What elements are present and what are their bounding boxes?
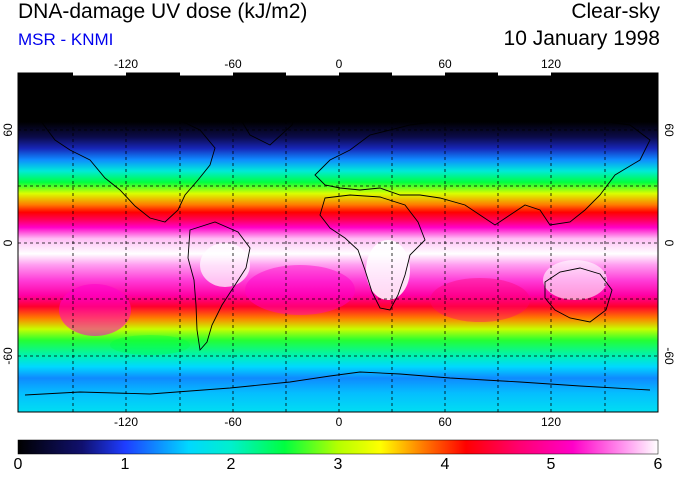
lon-label-top-minus120: -120 [114,57,138,71]
white-patch-australia [543,260,607,300]
colorbar-tick-4: 4 [440,456,450,473]
colorbar-tick-5: 5 [546,456,556,473]
colorbar-tick-0: 0 [13,456,23,473]
coast-greenland [234,91,301,146]
high-dose-patch-pacific [59,284,131,336]
colorbar-tick-3: 3 [333,456,343,473]
graticule [18,73,658,412]
coast-south-america [187,221,251,352]
date-label: 10 January 1998 [503,27,660,50]
coast-australia [544,267,613,323]
coastlines [24,91,651,396]
white-patch-south-america [200,243,250,287]
colorbar-tick-6: 6 [653,456,663,473]
white-patch-africa [366,240,410,300]
lat-label-left-minus60: -60 [1,347,15,365]
lat-label-left-0: 0 [1,239,15,246]
coast-europe-asia [314,114,651,226]
colorbar-tick-1: 1 [120,456,130,473]
high-dose-patch-indian [430,278,530,322]
lon-label-bottom-minus120: -120 [114,415,138,429]
lat-label-left-60: 60 [1,123,15,137]
lon-label-top-0: 0 [336,57,343,71]
high-dose-patch-atlantic [245,265,355,315]
colorbar-tick-2: 2 [226,456,236,473]
lon-label-bottom-120: 120 [541,415,561,429]
lat-label-right-minus60: -60 [662,347,676,365]
map-title: DNA-damage UV dose (kJ/m2) [18,0,308,23]
lon-label-bottom-0: 0 [336,415,343,429]
coast-africa [319,194,426,311]
coast-north-america [39,109,216,223]
low-dose-patch-south-pacific [110,335,190,355]
lon-label-bottom-minus60: -60 [224,415,242,429]
lon-label-top-minus60: -60 [224,57,242,71]
source-label: MSR - KNMI [18,30,114,49]
lon-label-top-60: 60 [438,57,452,71]
dose-field [18,73,658,412]
colorbar [17,439,659,455]
lon-label-bottom-60: 60 [438,415,452,429]
lat-label-right-0: 0 [662,240,676,247]
lat-label-right-60: 60 [662,123,676,137]
coast-antarctica [24,371,651,396]
lon-label-top-120: 120 [541,57,561,71]
sky-condition-label: Clear-sky [571,0,660,23]
